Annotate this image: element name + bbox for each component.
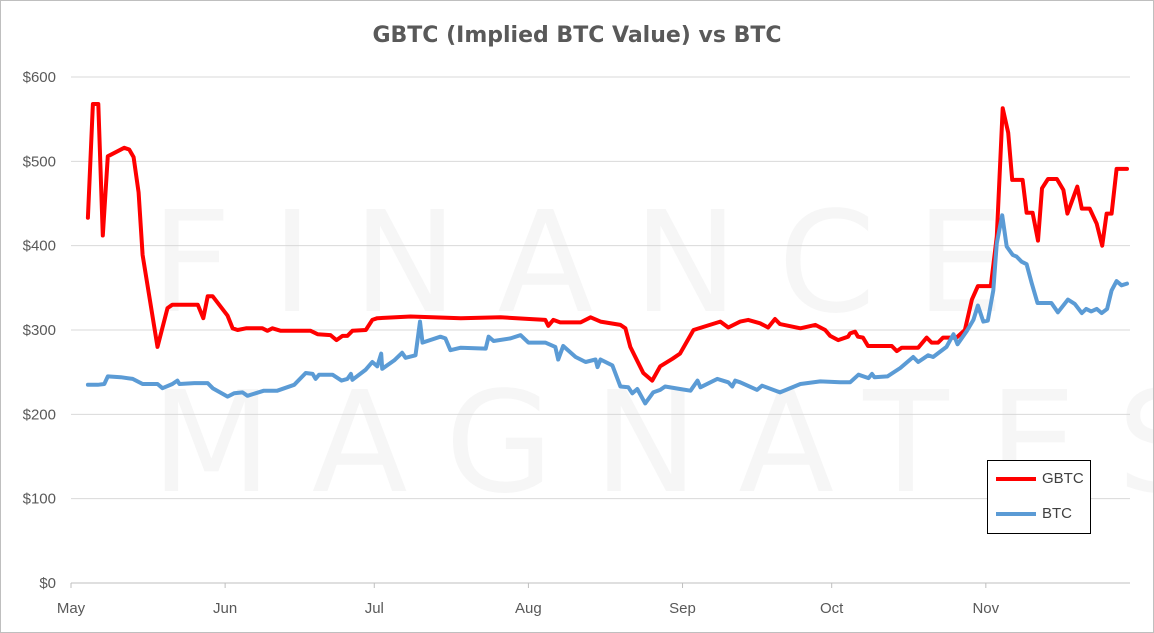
x-tick-label: Nov [972, 600, 999, 617]
x-tick-label: Oct [820, 600, 844, 617]
x-tick-label: Aug [515, 600, 542, 617]
y-tick-label: $200 [23, 406, 56, 423]
x-tick-label: Jun [213, 600, 237, 617]
y-tick-label: $500 [23, 153, 56, 170]
y-tick-label: $100 [23, 491, 56, 508]
y-tick-label: $600 [23, 69, 56, 86]
x-tick-label: Jul [365, 600, 384, 617]
chart-title: GBTC (Implied BTC Value) vs BTC [372, 23, 782, 48]
legend-item-gbtc: GBTC [996, 470, 1084, 487]
legend-item-btc: BTC [996, 505, 1072, 522]
legend-label-gbtc: GBTC [1042, 470, 1084, 487]
y-tick-label: $0 [39, 575, 56, 592]
x-tick-label: May [57, 600, 86, 617]
legend: GBTC BTC [987, 460, 1091, 534]
legend-swatch-btc [996, 511, 1036, 516]
legend-label-btc: BTC [1042, 505, 1072, 522]
legend-swatch-gbtc [996, 476, 1036, 481]
series-line-btc [85, 213, 1129, 406]
series-line-gbtc [85, 102, 1129, 383]
y-tick-label: $300 [23, 322, 56, 339]
y-tick-label: $400 [23, 238, 56, 255]
x-tick-label: Sep [669, 600, 696, 617]
